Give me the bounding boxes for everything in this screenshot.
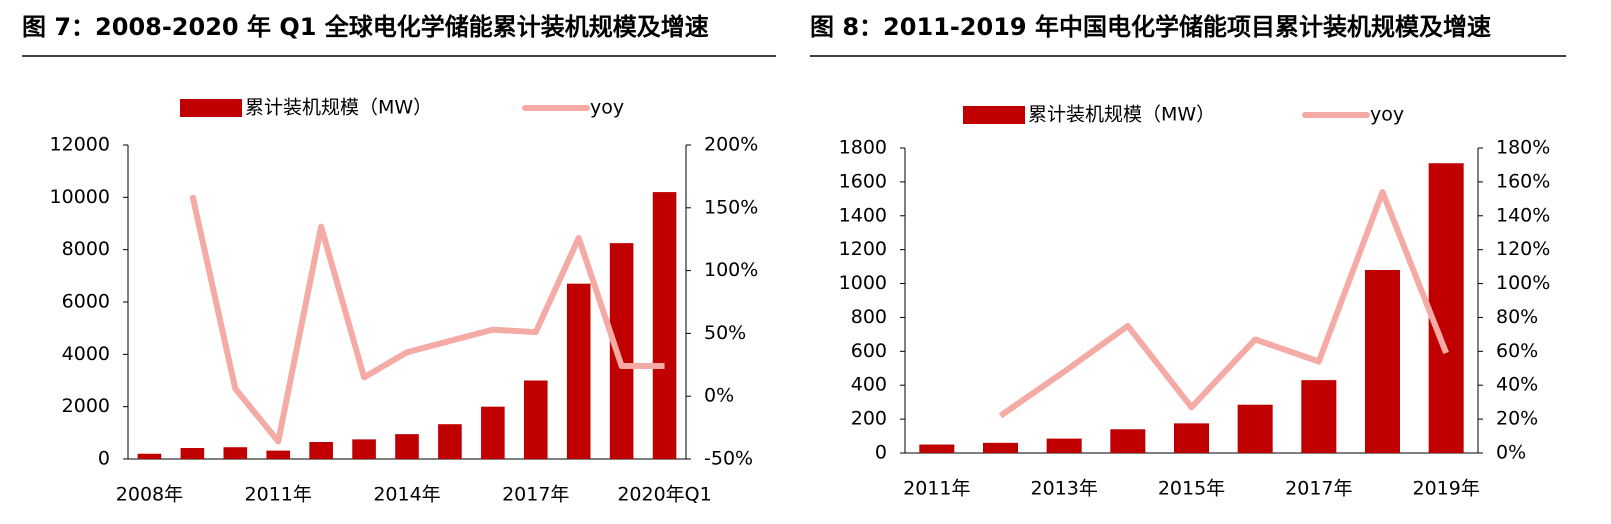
y2-tick-label: 20%: [1496, 408, 1538, 430]
bar: [481, 406, 505, 459]
y-tick-label: 0: [98, 448, 110, 470]
bar: [395, 434, 419, 459]
bar: [266, 450, 291, 459]
bar: [566, 283, 591, 459]
bar: [1428, 163, 1464, 453]
bar: [1173, 423, 1210, 453]
bar: [1237, 404, 1273, 453]
y2-tick-label: 50%: [704, 322, 746, 344]
bar: [1046, 438, 1082, 453]
y-tick-label: 0: [875, 442, 887, 464]
y-tick-label: 2000: [62, 395, 110, 417]
bar: [919, 444, 955, 453]
y2-tick-label: 0%: [704, 385, 734, 407]
bar: [523, 380, 548, 459]
legend-label: 累计装机规模（MW）: [245, 97, 432, 119]
line: [998, 189, 1449, 419]
y-tick-label: 8000: [62, 238, 110, 260]
y-tick-label: 6000: [62, 291, 110, 313]
x-tick-label: 2019年: [1412, 478, 1479, 500]
y2-tick-label: 40%: [1496, 374, 1538, 396]
y2-tick-label: 120%: [1496, 238, 1550, 260]
line: [189, 194, 665, 445]
y-tick-label: 1200: [839, 238, 887, 260]
y-tick-label: 600: [851, 340, 887, 362]
y2-tick-label: 80%: [1496, 306, 1538, 328]
y2-tick-label: 100%: [704, 259, 758, 281]
bar: [652, 192, 677, 459]
y-tick-label: 10000: [50, 186, 110, 208]
bar: [352, 439, 376, 459]
legend-label: 累计装机规模（MW）: [1028, 104, 1215, 126]
y2-tick-label: 0%: [1496, 442, 1526, 464]
y-tick-label: 400: [851, 374, 887, 396]
bar: [1110, 429, 1146, 453]
y2-tick-label: 180%: [1496, 137, 1550, 159]
y2-tick-label: 200%: [704, 134, 758, 156]
chart-title: 图 8：2011-2019 年中国电化学储能项目累计装机规模及增速: [810, 13, 1491, 41]
bar: [180, 448, 205, 459]
x-tick-label: 2014年: [373, 484, 440, 506]
y-tick-label: 1600: [839, 170, 887, 192]
bar: [609, 243, 634, 459]
x-tick-label: 2013年: [1030, 478, 1097, 500]
y-tick-label: 200: [851, 408, 887, 430]
x-tick-label: 2011年: [245, 484, 312, 506]
bar: [309, 441, 333, 459]
y-tick-label: 4000: [62, 343, 110, 365]
legend-swatch: [963, 106, 1025, 124]
x-tick-label: 2020年Q1: [617, 484, 711, 506]
y2-tick-label: 60%: [1496, 340, 1538, 362]
bar: [1301, 380, 1337, 453]
x-tick-label: 2017年: [1285, 478, 1352, 500]
bar: [223, 447, 248, 459]
x-tick-label: 2011年: [903, 478, 970, 500]
y2-tick-label: 100%: [1496, 272, 1550, 294]
bar: [1364, 270, 1401, 453]
bar: [438, 424, 462, 459]
y-tick-label: 1000: [839, 272, 887, 294]
y-tick-label: 1800: [839, 137, 887, 159]
legend-label: yoy: [590, 97, 624, 119]
y2-tick-label: 150%: [704, 196, 758, 218]
bar: [982, 442, 1019, 453]
y2-tick-label: 160%: [1496, 170, 1550, 192]
y-tick-label: 1400: [839, 204, 887, 226]
y2-tick-label: -50%: [704, 448, 753, 470]
legend-swatch: [180, 99, 242, 117]
legend-label: yoy: [1370, 104, 1404, 126]
y-tick-label: 12000: [50, 134, 110, 156]
chart-title: 图 7：2008-2020 年 Q1 全球电化学储能累计装机规模及增速: [22, 13, 709, 41]
x-tick-label: 2008年: [116, 484, 183, 506]
bar: [137, 453, 162, 459]
y-tick-label: 800: [851, 306, 887, 328]
y2-tick-label: 140%: [1496, 204, 1550, 226]
x-tick-label: 2017年: [502, 484, 569, 506]
x-tick-label: 2015年: [1158, 478, 1225, 500]
